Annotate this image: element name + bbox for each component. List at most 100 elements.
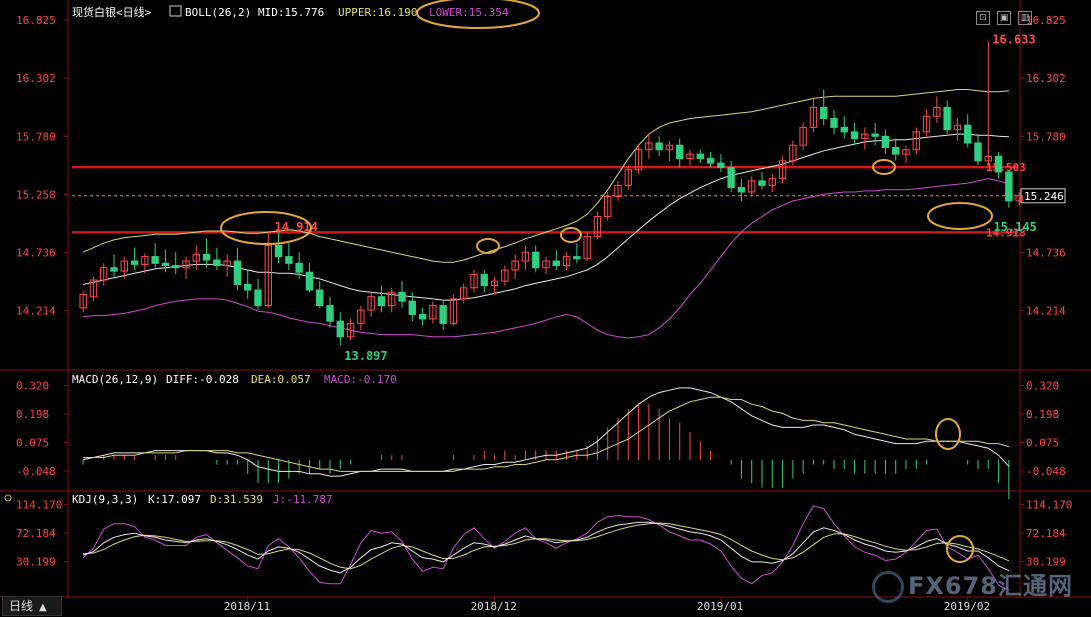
macd-diff-line bbox=[82, 387, 1010, 477]
current-price-label: 15.246 bbox=[1024, 190, 1064, 203]
candle-body bbox=[758, 180, 766, 186]
y-tick-label-left: 72.184 bbox=[16, 527, 56, 540]
macd-value: MACD:-0.170 bbox=[324, 373, 397, 386]
highlight-circle bbox=[220, 211, 312, 245]
highlight-circle bbox=[935, 418, 961, 450]
window-button[interactable]: ▣ bbox=[997, 11, 1012, 25]
candle-body bbox=[182, 260, 190, 269]
candle-body bbox=[511, 260, 519, 271]
candle-body bbox=[377, 296, 386, 307]
candle-body bbox=[984, 155, 992, 162]
candle-body bbox=[285, 256, 293, 264]
highlight-circle bbox=[476, 238, 500, 254]
candle-body bbox=[151, 256, 159, 264]
candle-body bbox=[120, 260, 128, 272]
candle-body bbox=[799, 126, 807, 146]
candle-body bbox=[521, 251, 530, 262]
candle-body bbox=[470, 273, 478, 289]
candle-body bbox=[912, 131, 920, 151]
macd-diff-value: DIFF:-0.028 bbox=[166, 373, 239, 386]
price-annotation: 16.633 bbox=[992, 32, 1035, 46]
kdj-settings-icon[interactable] bbox=[4, 494, 12, 502]
macd-indicator-label: MACD(26,12,9) bbox=[72, 373, 158, 386]
boll-indicator-label: BOLL(26,2) bbox=[185, 6, 251, 19]
candle-body bbox=[655, 142, 663, 151]
boll-lower-value: LOWER:15.354 bbox=[429, 6, 509, 19]
kdj-k-value: K:17.097 bbox=[148, 493, 201, 506]
watermark-text: FX678汇通网 bbox=[908, 572, 1073, 600]
candle-body bbox=[943, 106, 951, 131]
y-tick-label-left: 14.736 bbox=[16, 247, 56, 260]
y-tick-label-right: -0.048 bbox=[1026, 465, 1066, 478]
caret-up-icon: ▲ bbox=[39, 602, 47, 613]
candle-body bbox=[840, 126, 848, 133]
y-tick-label-left: 15.780 bbox=[16, 130, 56, 143]
y-tick-label-right: 72.184 bbox=[1026, 527, 1066, 540]
fx678-logo-icon bbox=[872, 571, 904, 603]
macd-panel: 0.320 0.320 0.198 0.198 0.075 0.075 -0.048 -0.0… bbox=[16, 380, 1066, 500]
boll-mid-value: MID:15.776 bbox=[258, 6, 324, 19]
y-tick-label-right: 114.170 bbox=[1026, 498, 1072, 511]
y-tick-label-right: 0.075 bbox=[1026, 436, 1059, 449]
candle-body bbox=[480, 273, 488, 287]
y-tick-label-right: 16.302 bbox=[1026, 72, 1066, 85]
candle-body bbox=[388, 291, 396, 307]
chart-frame bbox=[0, 0, 1091, 598]
candle-body bbox=[130, 260, 139, 265]
candle-body bbox=[820, 106, 828, 119]
highlight-circle bbox=[560, 227, 582, 243]
window-button[interactable]: ▥ bbox=[1018, 11, 1033, 25]
y-tick-label-right: 0.198 bbox=[1026, 408, 1059, 421]
y-tick-label-left: 0.075 bbox=[16, 436, 49, 449]
candle-body bbox=[449, 298, 458, 324]
lower-value-highlight-circle bbox=[416, 0, 540, 29]
candle-body bbox=[501, 269, 509, 282]
candle-body bbox=[110, 267, 118, 272]
kdj-d-value: D:31.539 bbox=[210, 493, 263, 506]
candle-body bbox=[223, 260, 231, 267]
indicator-settings-icon[interactable] bbox=[169, 5, 182, 17]
candle-body bbox=[79, 293, 87, 309]
candle-body bbox=[573, 256, 581, 260]
candle-body bbox=[295, 262, 303, 273]
candle-body bbox=[686, 153, 694, 160]
kdj-d-line bbox=[83, 522, 1010, 570]
candle-body bbox=[367, 296, 375, 311]
candle-body bbox=[429, 305, 437, 320]
x-tick-label: 2018/11 bbox=[224, 600, 270, 613]
candle-body bbox=[809, 106, 818, 128]
candle-body bbox=[233, 260, 242, 285]
period-tab[interactable]: 日线 ▲ bbox=[2, 596, 62, 616]
window-button[interactable]: ⊡ bbox=[976, 11, 990, 25]
candle-body bbox=[357, 309, 365, 324]
candle-body bbox=[737, 187, 746, 193]
y-tick-label-right: 16.825 bbox=[1026, 14, 1066, 27]
y-tick-label-right: 14.214 bbox=[1026, 305, 1066, 318]
candle-body bbox=[850, 131, 859, 140]
candle-body bbox=[542, 260, 550, 269]
instrument-title: 现货白银<日线> bbox=[72, 5, 152, 19]
price-annotation: 15.145 bbox=[994, 220, 1037, 234]
candle-body bbox=[213, 259, 221, 267]
price-annotation: 14.914 bbox=[275, 220, 318, 234]
candle-body bbox=[192, 253, 200, 262]
candle-body bbox=[892, 146, 900, 155]
candle-body bbox=[1005, 171, 1013, 202]
candle-body bbox=[789, 144, 797, 162]
macd-dea-value: DEA:0.057 bbox=[251, 373, 311, 386]
candle-body bbox=[141, 256, 149, 265]
level-label: 14.918 bbox=[986, 226, 1026, 239]
y-tick-label-left: 16.302 bbox=[16, 72, 56, 85]
price-annotation: 13.897 bbox=[344, 349, 387, 363]
candle-body bbox=[902, 149, 910, 155]
watermark: FX678汇通网 bbox=[872, 566, 1073, 603]
candle-body bbox=[830, 117, 838, 128]
candle-body bbox=[305, 271, 314, 291]
y-tick-label-left: 15.258 bbox=[16, 188, 56, 201]
candle-body bbox=[778, 160, 787, 180]
candle-body bbox=[665, 144, 674, 151]
boll-mid-line bbox=[82, 133, 1009, 301]
candle-body bbox=[624, 169, 632, 186]
candle-body bbox=[974, 142, 982, 162]
y-tick-label-right: 15.780 bbox=[1026, 130, 1066, 143]
